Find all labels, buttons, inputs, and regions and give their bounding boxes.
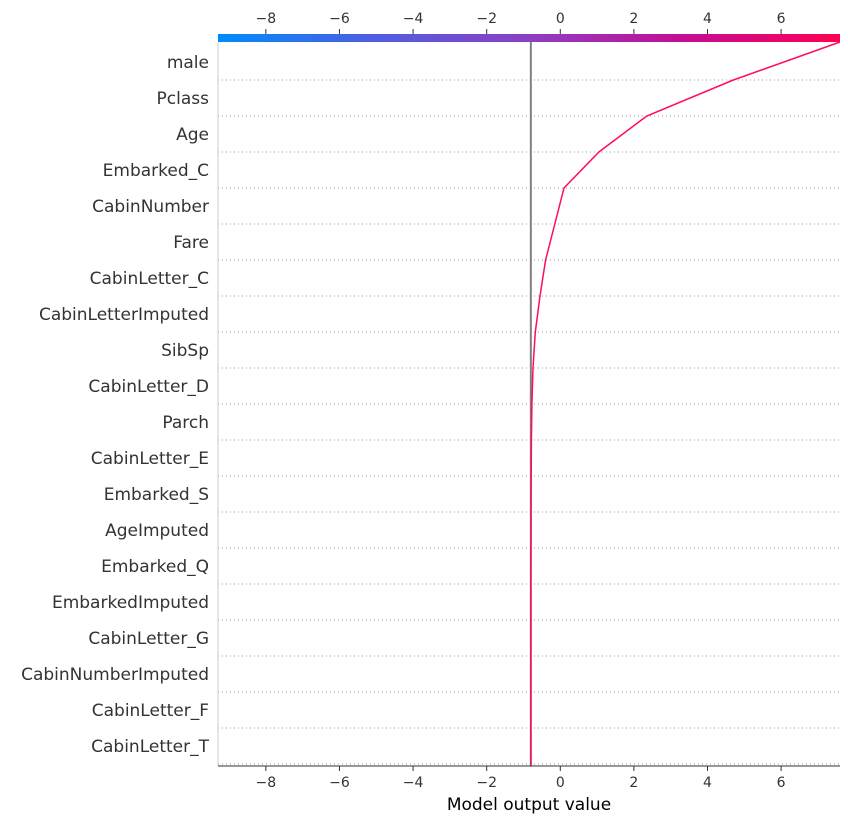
feature-label: AgeImputed	[105, 521, 209, 541]
feature-label: CabinLetter_E	[91, 449, 209, 469]
feature-label: SibSp	[161, 341, 209, 361]
bottom-tick-label: −8	[256, 775, 277, 791]
feature-label: CabinLetter_D	[88, 377, 209, 397]
feature-label: CabinLetterImputed	[39, 305, 209, 325]
feature-label: Embarked_C	[103, 161, 209, 181]
top-tick-label: −8	[256, 11, 277, 27]
feature-label: CabinNumberImputed	[21, 665, 209, 685]
feature-label: CabinLetter_C	[90, 269, 209, 289]
decision-path-line	[530, 41, 841, 766]
top-tick-label: −6	[329, 11, 350, 27]
bottom-tick-label: 4	[703, 775, 712, 791]
feature-label: Fare	[173, 233, 209, 253]
feature-label: CabinLetter_F	[92, 701, 209, 721]
feature-label: CabinNumber	[92, 197, 209, 217]
feature-label: Embarked_Q	[101, 557, 209, 577]
top-tick-label: 4	[703, 11, 712, 27]
feature-label: Embarked_S	[104, 485, 209, 505]
feature-label: CabinLetter_T	[91, 737, 209, 757]
feature-label: Parch	[162, 413, 209, 433]
top-tick-label: −2	[476, 11, 497, 27]
feature-label: Age	[176, 125, 209, 145]
color-bar	[218, 34, 840, 42]
feature-label: CabinLetter_G	[88, 629, 209, 649]
bottom-tick-label: −6	[329, 775, 350, 791]
bottom-tick-label: 0	[556, 775, 565, 791]
bottom-tick-label: 2	[629, 775, 638, 791]
feature-label: Pclass	[157, 89, 210, 109]
x-axis-title: Model output value	[447, 795, 611, 815]
bottom-tick-label: 6	[777, 775, 786, 791]
bottom-tick-label: −4	[403, 775, 424, 791]
top-tick-label: 6	[777, 11, 786, 27]
top-tick-label: −4	[403, 11, 424, 27]
feature-label: EmbarkedImputed	[52, 593, 209, 613]
top-tick-label: 0	[556, 11, 565, 27]
top-tick-label: 2	[629, 11, 638, 27]
bottom-tick-label: −2	[476, 775, 497, 791]
feature-label: male	[167, 53, 209, 73]
